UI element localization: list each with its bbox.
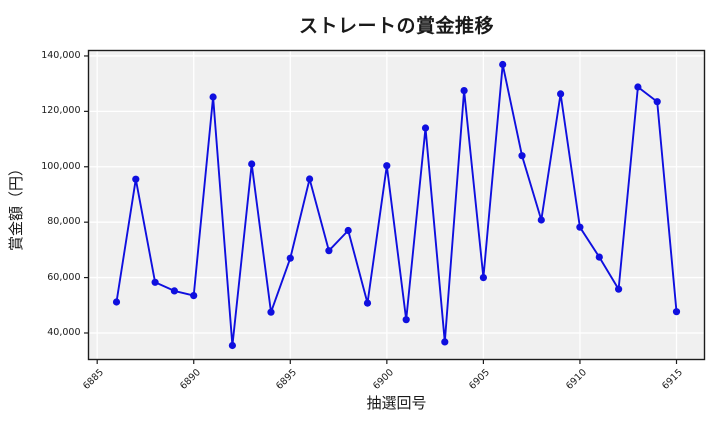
data-point bbox=[615, 285, 623, 293]
y-tick-label: 140,000 bbox=[41, 49, 81, 61]
plot-border bbox=[87, 49, 706, 361]
y-tick-label: 60,000 bbox=[47, 271, 81, 283]
x-axis-label: 抽選回号 bbox=[366, 394, 427, 412]
data-line bbox=[115, 63, 678, 347]
data-point bbox=[499, 60, 507, 69]
data-point bbox=[344, 226, 352, 235]
data-point bbox=[228, 341, 236, 350]
data-point bbox=[518, 152, 526, 160]
data-point bbox=[479, 274, 487, 282]
plot-area-bg bbox=[88, 50, 705, 360]
data-point bbox=[383, 162, 391, 170]
y-tick-label: 40,000 bbox=[47, 326, 81, 338]
y-tick-label: 80,000 bbox=[47, 216, 81, 228]
data-point bbox=[653, 98, 661, 106]
data-point bbox=[576, 223, 584, 231]
data-point bbox=[267, 308, 275, 316]
data-point bbox=[421, 124, 430, 132]
data-point bbox=[132, 175, 140, 183]
data-point bbox=[672, 308, 681, 316]
data-point bbox=[112, 298, 121, 306]
data-point bbox=[190, 292, 198, 300]
data-point bbox=[402, 316, 410, 324]
data-point bbox=[286, 254, 294, 262]
y-axis-label: 賞金額（円） bbox=[7, 161, 25, 252]
data-point bbox=[325, 247, 333, 255]
data-point bbox=[170, 287, 178, 295]
data-point bbox=[441, 338, 449, 346]
data-point bbox=[209, 93, 217, 101]
y-tick-label: 120,000 bbox=[41, 105, 81, 117]
y-tick-label: 100,000 bbox=[41, 160, 81, 172]
data-point bbox=[151, 278, 159, 286]
data-point bbox=[634, 83, 642, 91]
data-point bbox=[595, 253, 603, 261]
chart-title: ストレートの賞金推移 bbox=[298, 15, 494, 37]
data-point bbox=[306, 175, 314, 183]
data-point bbox=[363, 299, 372, 307]
data-point bbox=[248, 160, 256, 168]
data-point bbox=[460, 87, 468, 95]
data-point bbox=[557, 90, 565, 98]
data-point bbox=[537, 216, 545, 224]
